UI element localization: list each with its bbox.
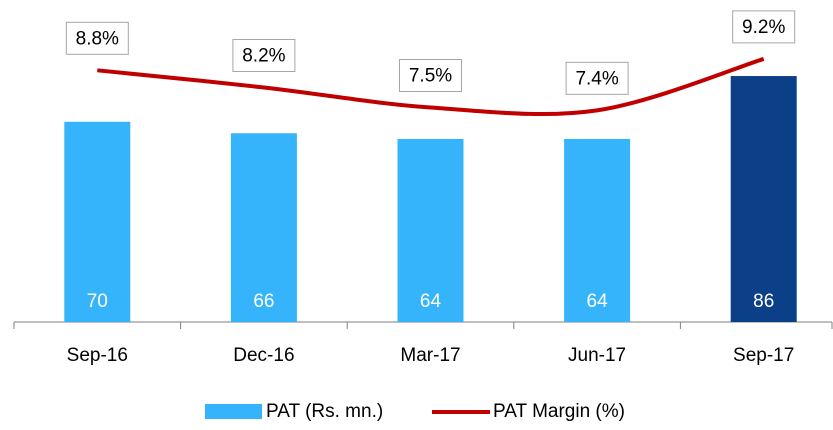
x-tick-label: Sep-16 [67, 345, 128, 366]
bar [230, 133, 297, 322]
bar-value-label: 66 [253, 291, 274, 312]
x-tick-label: Mar-17 [400, 345, 460, 366]
line-value-label: 9.2% [742, 17, 785, 38]
label-box [65, 21, 129, 55]
bar [564, 138, 631, 322]
legend-swatch [205, 404, 262, 419]
bar-value-label: 64 [587, 291, 609, 312]
x-tick-label: Jun-17 [568, 345, 626, 366]
x-tick-label: Dec-16 [233, 345, 294, 366]
legend-label: PAT Margin (%) [493, 401, 625, 422]
x-tick-label: Sep-17 [733, 345, 794, 366]
bar-value-label: 86 [753, 291, 774, 312]
bar [730, 76, 797, 322]
line-value-label: 7.4% [575, 68, 618, 89]
line-value-label: 7.5% [409, 66, 452, 87]
line [97, 56, 765, 117]
line-value-label: 8.2% [242, 45, 285, 66]
bar-value-label: 70 [87, 291, 108, 312]
legend-label: PAT (Rs. mn.) [266, 401, 383, 422]
label-box [565, 61, 629, 95]
bar-value-label: 64 [420, 291, 442, 312]
label-box [732, 10, 796, 44]
label-box [399, 59, 462, 92]
label-box [232, 38, 296, 72]
line-value-label: 8.8% [76, 28, 119, 49]
bar [397, 138, 464, 322]
bar [64, 121, 131, 322]
